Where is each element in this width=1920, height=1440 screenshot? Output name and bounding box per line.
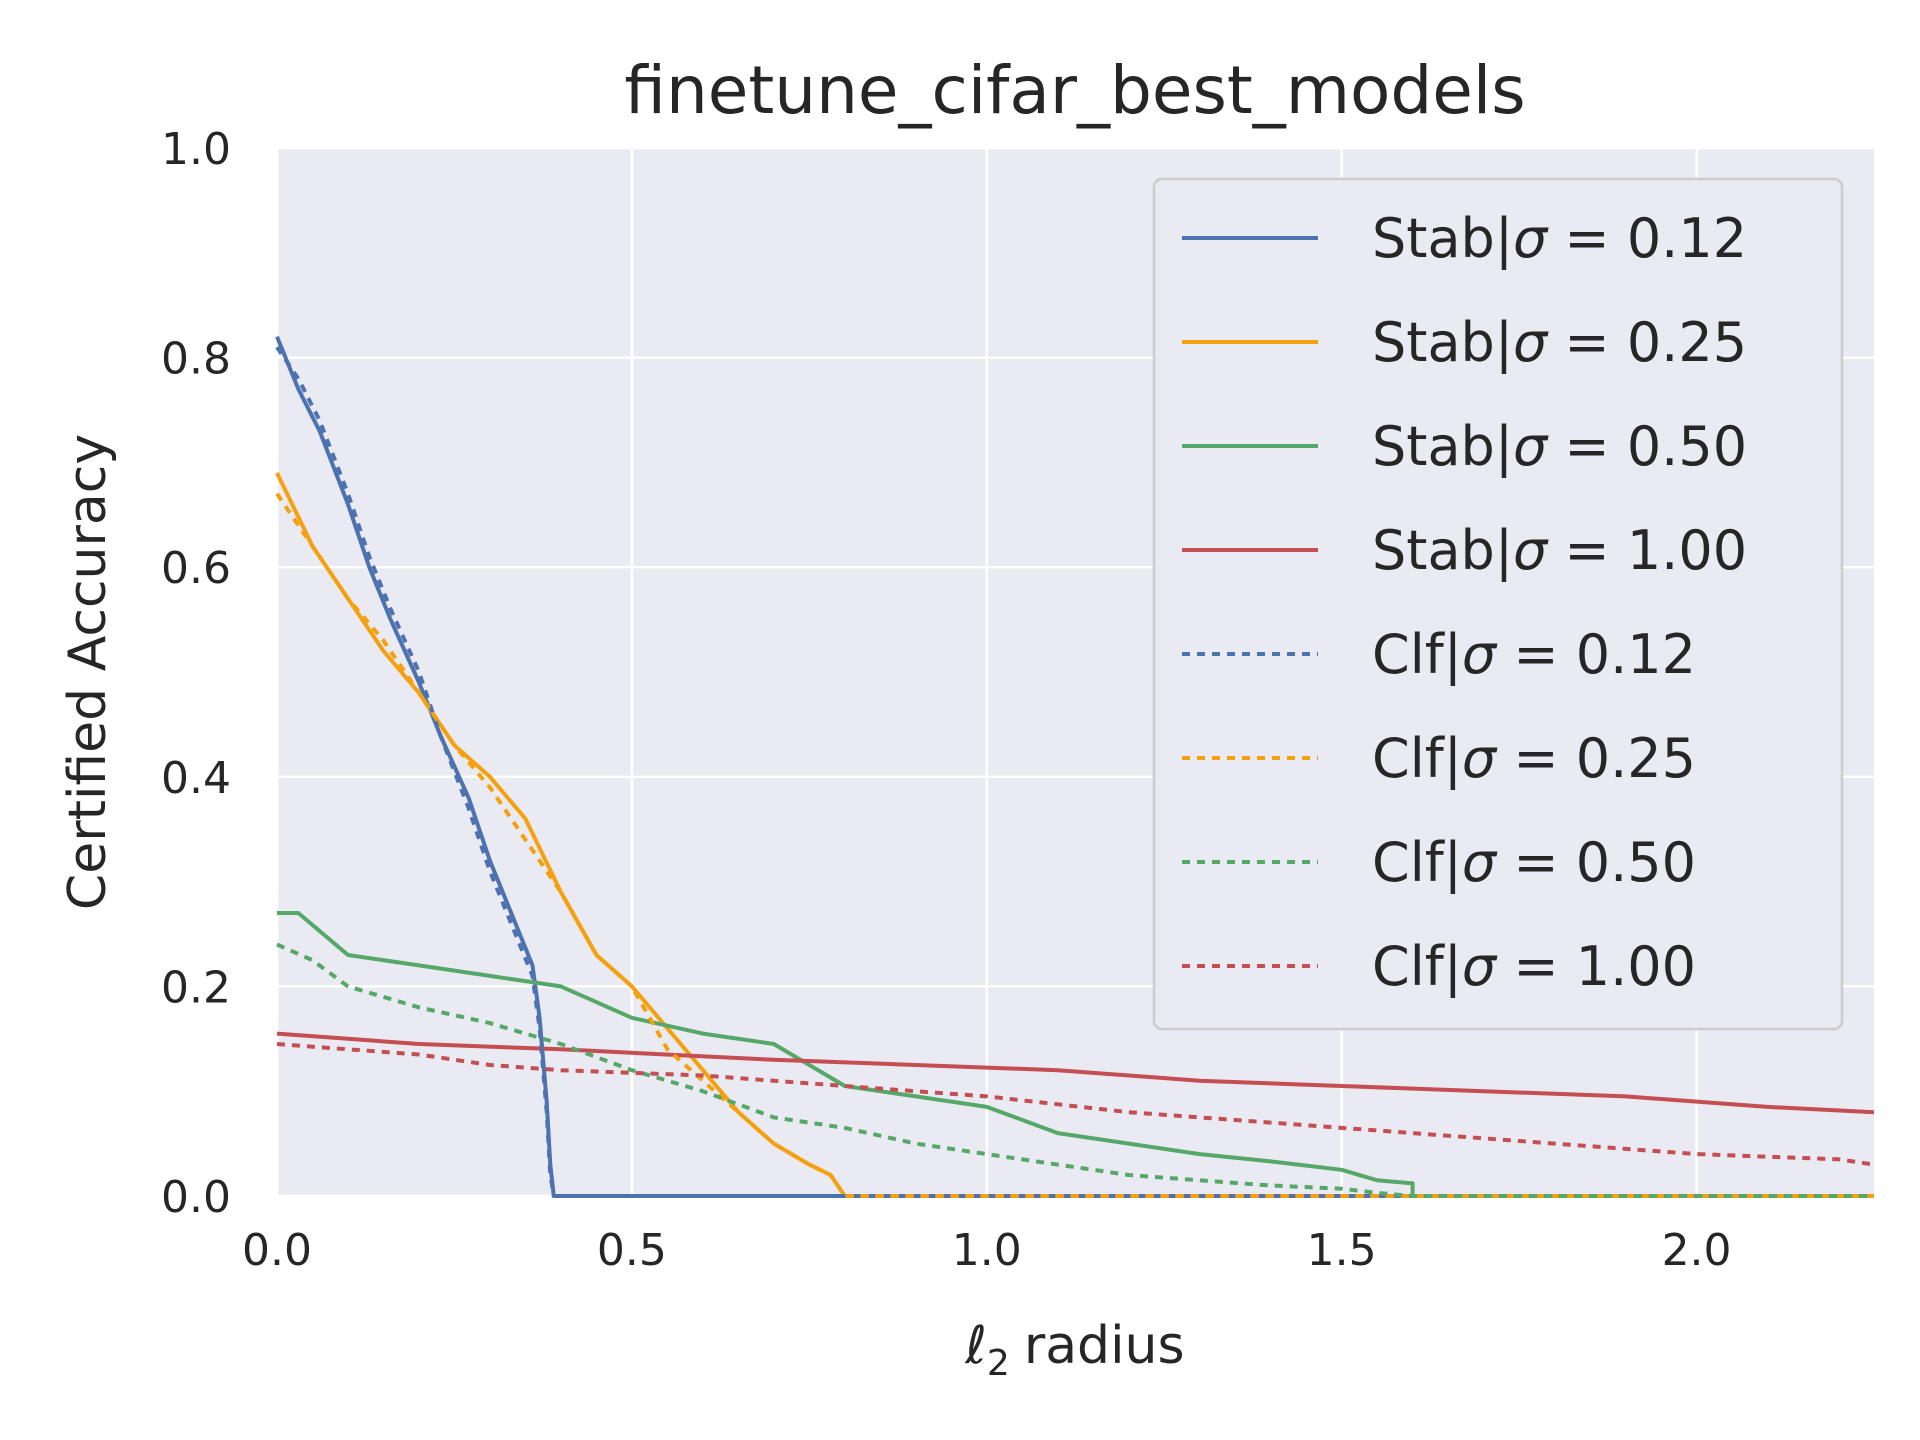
series-line-4 (275, 345, 1874, 1198)
y-tick-label: 0.2 (161, 962, 231, 1013)
y-tick-label: 0.6 (161, 543, 231, 594)
legend-label-2: Stab|σ = 0.50 (1372, 415, 1747, 478)
legend-label-7: Clf|σ = 1.00 (1372, 935, 1696, 998)
legend: Stab|σ = 0.12 Stab|σ = 0.25 Stab|σ = 0.50 S… (1152, 177, 1844, 1031)
legend-label-1: Stab|σ = 0.25 (1372, 311, 1747, 374)
legend-label-3: Stab|σ = 1.00 (1372, 519, 1747, 582)
legend-label-5: Clf|σ = 0.25 (1372, 727, 1696, 790)
x-tick-label: 1.0 (952, 1225, 1022, 1276)
series-line-6 (276, 942, 1874, 1198)
y-axis-label: Certified Accuracy (58, 434, 118, 910)
y-tick-label: 1.0 (161, 124, 231, 175)
y-tick-labels: 0.0 0.2 0.4 0.6 0.8 1.0 (161, 124, 231, 1223)
legend-label-0: Stab|σ = 0.12 (1372, 207, 1747, 270)
y-tick-label: 0.0 (161, 1172, 231, 1223)
y-tick-label: 0.4 (161, 753, 231, 804)
x-tick-label: 0.5 (597, 1225, 667, 1276)
y-tick-label: 0.8 (161, 334, 231, 385)
legend-box (1152, 177, 1844, 1031)
x-tick-labels: 0.0 0.5 1.0 1.5 2.0 (242, 1225, 1732, 1276)
series-line-5 (275, 492, 1874, 1198)
series-line-2 (277, 911, 1874, 1198)
x-tick-label: 2.0 (1662, 1225, 1732, 1276)
x-tick-label: 1.5 (1307, 1225, 1377, 1276)
legend-label-6: Clf|σ = 0.50 (1372, 831, 1696, 894)
x-axis-label-symbol: ℓ (964, 1316, 986, 1376)
x-axis-label-rest: radius (1024, 1316, 1185, 1376)
x-tick-label: 0.0 (242, 1225, 312, 1276)
legend-label-4: Clf|σ = 0.12 (1372, 623, 1696, 686)
series-line-7 (276, 1042, 1875, 1167)
chart-title: finetune_cifar_best_models (624, 52, 1525, 129)
x-axis-label-subscript: 2 (987, 1343, 1010, 1384)
series-line-3 (276, 1031, 1875, 1115)
series-layer (275, 335, 1875, 1198)
x-axis-label: ℓ2 radius (964, 1316, 1184, 1384)
